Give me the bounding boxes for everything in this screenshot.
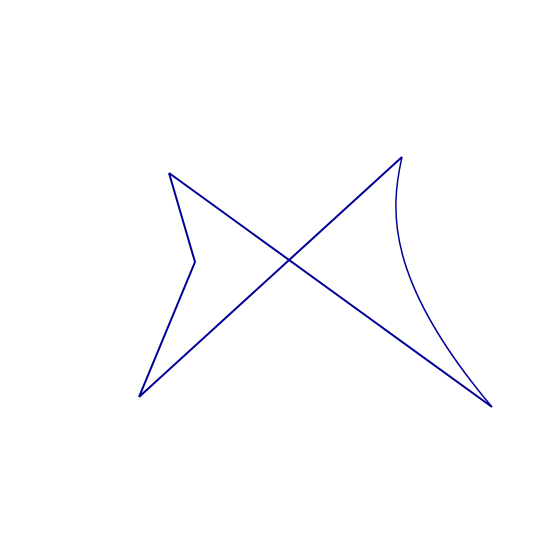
diagram-curved-edge <box>395 156 493 408</box>
diagram-outline <box>138 156 493 408</box>
